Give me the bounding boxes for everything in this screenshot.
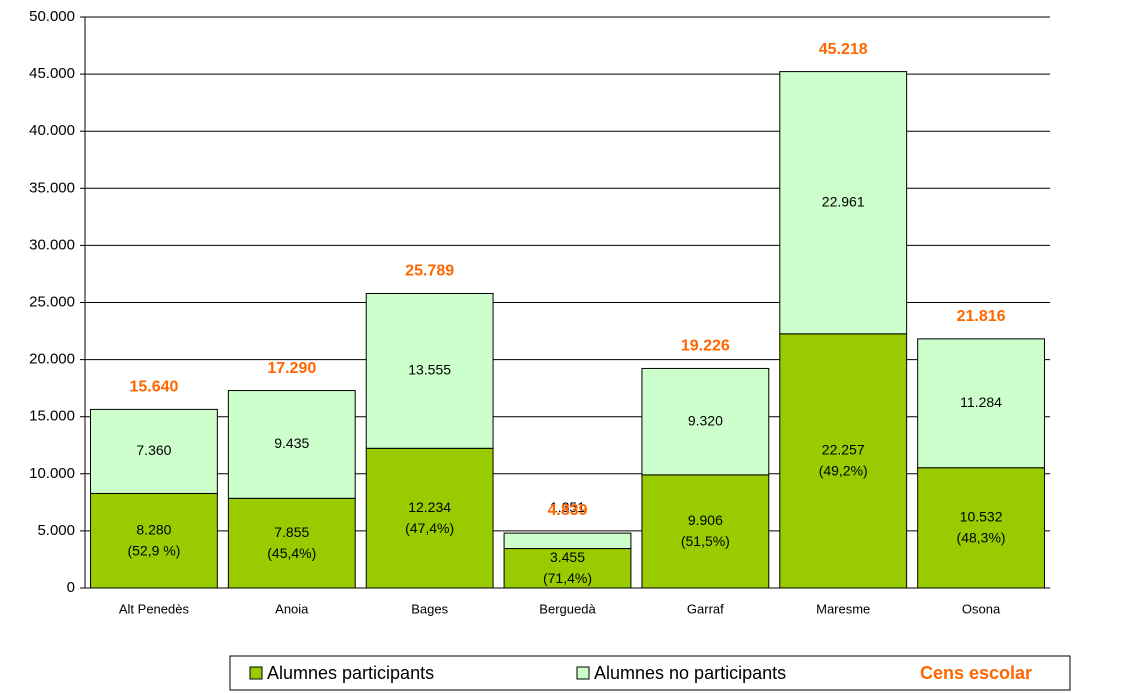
total-label: 17.290 — [267, 360, 316, 377]
y-tick-label: 15.000 — [29, 408, 75, 425]
x-tick-label: Alt Penedès — [119, 601, 190, 616]
legend-label: Alumnes participants — [267, 663, 434, 683]
share-label: (47,4%) — [405, 520, 454, 536]
y-tick-label: 30.000 — [29, 236, 75, 253]
y-tick-label: 20.000 — [29, 351, 75, 368]
value-label: 8.280 — [136, 521, 171, 537]
share-label: (71,4%) — [543, 570, 592, 586]
share-label: (52,9 %) — [127, 542, 180, 558]
legend-swatch — [576, 666, 590, 680]
legend-label: Cens escolar — [920, 663, 1032, 683]
value-label: 9.435 — [274, 435, 309, 451]
value-label: 12.234 — [408, 499, 451, 515]
share-label: (51,5%) — [681, 533, 730, 549]
share-label: (45,4%) — [267, 545, 316, 561]
x-tick-label: Anoia — [275, 601, 309, 616]
y-tick-label: 45.000 — [29, 65, 75, 82]
bar-segment — [90, 408, 218, 494]
legend-label: Alumnes no participants — [594, 663, 786, 683]
total-label: 4.839 — [547, 502, 587, 519]
bar-segment — [90, 492, 218, 589]
value-label: 3.455 — [550, 549, 585, 565]
total-label: 15.640 — [129, 379, 178, 396]
y-tick-label: 40.000 — [29, 122, 75, 139]
bar-segment — [917, 338, 1045, 469]
value-label: 9.906 — [688, 512, 723, 528]
bar-segment — [779, 333, 908, 589]
value-label: 7.855 — [274, 524, 309, 540]
y-tick-label: 35.000 — [29, 179, 75, 196]
bar-segment — [365, 447, 494, 589]
x-tick-label: Maresme — [816, 601, 870, 616]
bar-segment — [917, 467, 1045, 589]
y-tick-label: 25.000 — [29, 293, 75, 310]
value-label: 22.961 — [822, 193, 865, 209]
bar-segment — [779, 71, 908, 335]
x-tick-label: Osona — [962, 601, 1001, 616]
total-label: 21.816 — [957, 308, 1006, 325]
share-label: (49,2%) — [819, 463, 868, 479]
x-tick-label: Garraf — [687, 601, 724, 616]
bar-segment — [503, 532, 632, 550]
total-label: 25.789 — [405, 263, 454, 280]
share-label: (48,3%) — [957, 530, 1006, 546]
value-label: 22.257 — [822, 442, 865, 458]
bar-segment — [227, 497, 356, 589]
bar-segment — [365, 292, 494, 449]
value-label: 7.360 — [136, 442, 171, 458]
x-tick-label: Berguedà — [539, 601, 596, 616]
value-label: 10.532 — [960, 509, 1003, 525]
total-label: 45.218 — [819, 41, 868, 58]
y-tick-label: 50.000 — [29, 8, 75, 25]
bar-segment — [227, 390, 356, 499]
total-label: 19.226 — [681, 338, 730, 355]
x-tick-label: Bages — [411, 601, 448, 616]
y-tick-label: 0 — [67, 579, 75, 596]
bar-segment — [641, 474, 770, 589]
bar-segment — [503, 548, 632, 589]
y-tick-label: 10.000 — [29, 465, 75, 482]
legend-box — [229, 655, 1071, 691]
value-label: 11.284 — [960, 394, 1002, 410]
bar-segment — [641, 367, 770, 476]
legend-swatch — [249, 666, 263, 680]
value-label: 1.351 — [550, 499, 585, 515]
value-label: 13.555 — [408, 362, 451, 378]
value-label: 9.320 — [688, 412, 723, 428]
y-tick-label: 5.000 — [37, 522, 75, 539]
